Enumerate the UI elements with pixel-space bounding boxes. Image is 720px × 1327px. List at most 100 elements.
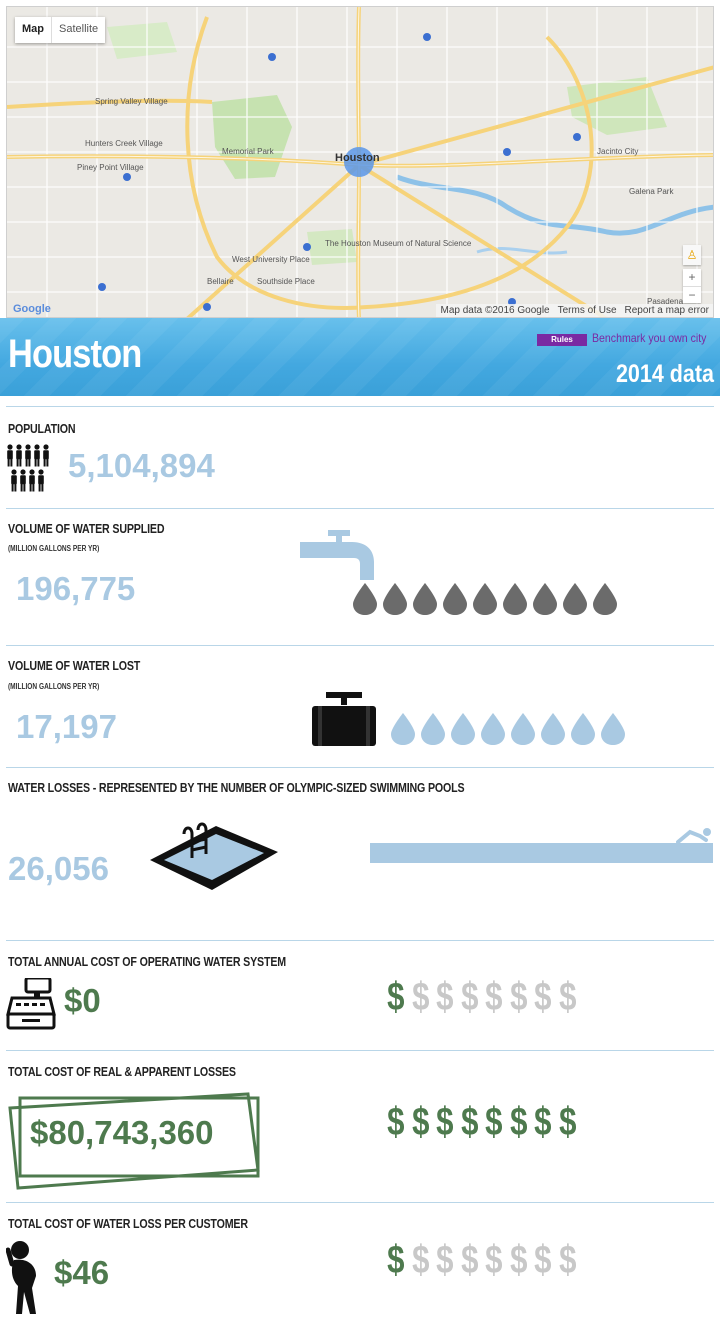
divider: [6, 767, 714, 768]
map-label-southside: Southside Place: [257, 277, 315, 286]
terms-of-use-link[interactable]: Terms of Use: [557, 305, 617, 316]
dollar-sign-inactive-icon: $: [558, 1238, 576, 1282]
water-drop-icon: [510, 712, 536, 751]
data-year-label: 2014 data: [615, 360, 714, 388]
customer-cost-value: $46: [54, 1254, 110, 1291]
map-label-jacinto-city: Jacinto City: [597, 147, 639, 156]
supplied-drops-row: [352, 582, 618, 621]
faucet-icon: [300, 530, 378, 589]
benchmark-link[interactable]: Benchmark you own city: [592, 331, 707, 345]
lost-drops-row: [390, 712, 626, 751]
pools-value: 26,056: [8, 850, 109, 887]
dollar-sign-active-icon: $: [411, 1100, 429, 1144]
water-drop-icon: [390, 712, 416, 751]
pool-loss-bar: [370, 843, 713, 863]
losses-cost-value: $80,743,360: [30, 1114, 214, 1151]
zoom-control[interactable]: + −: [683, 269, 701, 303]
water-drop-icon: [562, 582, 588, 621]
dollar-sign-active-icon: $: [485, 1100, 503, 1144]
water-drop-icon: [420, 712, 446, 751]
map-label-bellaire: Bellaire: [207, 277, 234, 286]
water-drop-icon: [532, 582, 558, 621]
zoom-in-button[interactable]: +: [688, 270, 696, 284]
city-header: Houston Rules Benchmark you own city 201…: [0, 318, 720, 396]
water-drop-icon: [480, 712, 506, 751]
dollar-sign-inactive-icon: $: [558, 975, 576, 1019]
banknote-icon: [8, 1090, 264, 1197]
water-drop-icon: [352, 582, 378, 621]
dollar-sign-active-icon: $: [509, 1100, 527, 1144]
water-lost-label: VOLUME OF WATER LOST: [8, 658, 141, 673]
street-view-pegman-icon[interactable]: ♙: [683, 245, 701, 265]
cash-register-icon: [6, 976, 56, 1035]
map-label-memorial-park: Memorial Park: [222, 147, 274, 156]
map-city-label: Houston: [335, 152, 380, 164]
pipe-valve-icon: [312, 692, 376, 753]
divider: [6, 508, 714, 509]
dollar-sign-inactive-icon: $: [411, 1238, 429, 1282]
map-label-galena-park: Galena Park: [629, 187, 674, 196]
dollar-sign-inactive-icon: $: [534, 975, 552, 1019]
dollar-sign-active-icon: $: [436, 1100, 454, 1144]
dollar-sign-inactive-icon: $: [460, 975, 478, 1019]
water-drop-icon: [600, 712, 626, 751]
water-supplied-value: 196,775: [16, 570, 136, 607]
operating-cost-value: $0: [64, 982, 101, 1019]
map-label-hunters-creek: Hunters Creek Village: [85, 139, 163, 148]
divider: [6, 645, 714, 646]
water-drop-icon: [412, 582, 438, 621]
city-title: Houston: [8, 332, 142, 376]
divider: [6, 1050, 714, 1051]
google-logo: Google: [13, 303, 51, 315]
map-type-map-button[interactable]: Map: [22, 23, 44, 35]
people-icon: [6, 444, 62, 499]
water-drop-icon: [540, 712, 566, 751]
dollar-sign-active-icon: $: [558, 1100, 576, 1144]
water-drop-icon: [472, 582, 498, 621]
water-drop-icon: [382, 582, 408, 621]
water-drop-icon: [442, 582, 468, 621]
dollar-sign-inactive-icon: $: [485, 1238, 503, 1282]
water-drop-icon: [570, 712, 596, 751]
dollar-sign-active-icon: $: [460, 1100, 478, 1144]
dollar-sign-inactive-icon: $: [509, 1238, 527, 1282]
dollar-sign-inactive-icon: $: [436, 1238, 454, 1282]
swimming-pool-icon: [146, 822, 282, 899]
distressed-person-icon: [5, 1240, 46, 1323]
dollar-sign-inactive-icon: $: [436, 975, 454, 1019]
map-label-museum: The Houston Museum of Natural Science: [325, 239, 472, 248]
swimmer-icon: [676, 826, 714, 849]
divider: [6, 1202, 714, 1203]
operating-cost-label: TOTAL ANNUAL COST OF OPERATING WATER SYS…: [8, 954, 287, 969]
map-data-credit: Map data ©2016 Google: [440, 305, 550, 316]
water-lost-value: 17,197: [16, 708, 117, 745]
map-view[interactable]: Map Satellite Houston Spring Valley Vill…: [6, 6, 714, 318]
map-attribution: Map data ©2016 Google Terms of Use Repor…: [436, 304, 713, 317]
water-supplied-unit: (MILLION GALLONS PER YR): [8, 544, 100, 553]
dollar-sign-inactive-icon: $: [534, 1238, 552, 1282]
customer-cost-dollar-scale: $ $ $ $ $ $ $ $: [384, 1238, 579, 1283]
water-drop-icon: [450, 712, 476, 751]
divider: [6, 940, 714, 941]
map-label-spring-valley: Spring Valley Village: [95, 97, 168, 106]
zoom-out-button[interactable]: −: [683, 286, 701, 303]
water-drop-icon: [502, 582, 528, 621]
population-label: POPULATION: [8, 421, 76, 436]
map-tiles: [7, 7, 713, 317]
water-drop-icon: [592, 582, 618, 621]
dollar-sign-active-icon: $: [534, 1100, 552, 1144]
rules-badge: Rules: [537, 334, 587, 346]
pools-label: WATER LOSSES - REPRESENTED BY THE NUMBER…: [8, 780, 465, 795]
water-lost-unit: (MILLION GALLONS PER YR): [8, 682, 100, 691]
map-label-west-university: West University Place: [232, 255, 310, 264]
report-map-error-link[interactable]: Report a map error: [624, 305, 709, 316]
map-label-pasadena: Pasadena: [647, 297, 684, 306]
dollar-sign-inactive-icon: $: [509, 975, 527, 1019]
customer-cost-label: TOTAL COST OF WATER LOSS PER CUSTOMER: [8, 1216, 248, 1231]
map-type-satellite-button[interactable]: Satellite: [51, 17, 105, 43]
population-value: 5,104,894: [68, 447, 215, 484]
map-type-toggle[interactable]: Map Satellite: [15, 17, 106, 43]
dollar-sign-active-icon: $: [387, 975, 405, 1019]
dollar-sign-inactive-icon: $: [460, 1238, 478, 1282]
divider: [6, 406, 714, 407]
